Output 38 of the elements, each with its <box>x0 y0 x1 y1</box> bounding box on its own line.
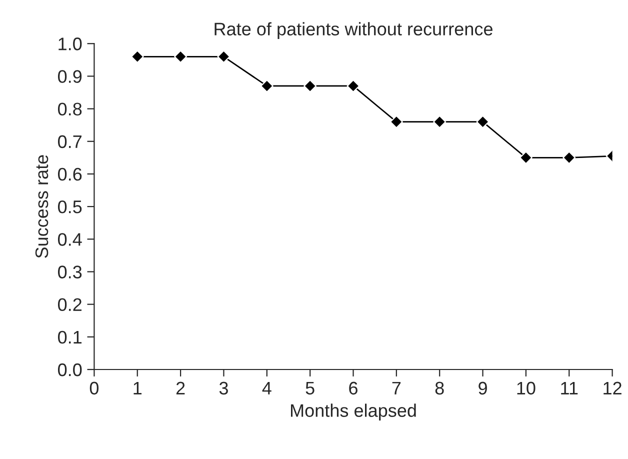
y-tick-label: 0.9 <box>58 70 82 83</box>
x-tick-label: 9 <box>478 382 487 395</box>
x-tick-label: 0 <box>90 382 99 395</box>
point <box>562 151 576 164</box>
x-tick-label: 10 <box>517 382 536 395</box>
y-tick-label: 0.6 <box>58 168 82 181</box>
y-tick-label: 0.5 <box>58 200 82 214</box>
x-tick-label: 4 <box>262 382 272 394</box>
x-tick-label: 6 <box>349 382 358 395</box>
x-tick-label: 1 <box>134 382 142 394</box>
x-axis-title: Months elapsed <box>291 404 416 421</box>
y-tick-label: 0.1 <box>58 330 82 344</box>
x-tick-label: 11 <box>561 382 578 394</box>
y-axis-title: Success rate <box>35 155 48 258</box>
y-tick-label: 0.0 <box>58 363 82 376</box>
point <box>217 50 230 64</box>
y-tick-label: 0.4 <box>58 233 82 246</box>
chart-title: Rate of patients without recurrence <box>214 22 492 40</box>
y-tick-label: 0.3 <box>58 266 82 278</box>
x-tick-label: 2 <box>176 382 185 394</box>
y-tick-label: 1.0 <box>58 38 82 50</box>
point <box>476 115 490 128</box>
point <box>304 80 316 92</box>
x-tick-label: 8 <box>435 382 444 395</box>
point <box>130 50 144 64</box>
point <box>520 151 532 164</box>
x-tick-label: 3 <box>219 382 228 395</box>
y-tick-label: 0.2 <box>58 298 82 312</box>
point <box>390 115 403 128</box>
x-tick-label: 7 <box>392 382 401 394</box>
x-tick-label: 5 <box>306 382 314 395</box>
point <box>260 80 274 92</box>
x-tick-label: 12 <box>604 382 622 394</box>
point <box>433 115 446 128</box>
y-tick-label: 0.7 <box>58 135 82 148</box>
y-tick-label: 0.8 <box>58 102 82 116</box>
point <box>346 80 360 92</box>
point <box>174 50 187 64</box>
